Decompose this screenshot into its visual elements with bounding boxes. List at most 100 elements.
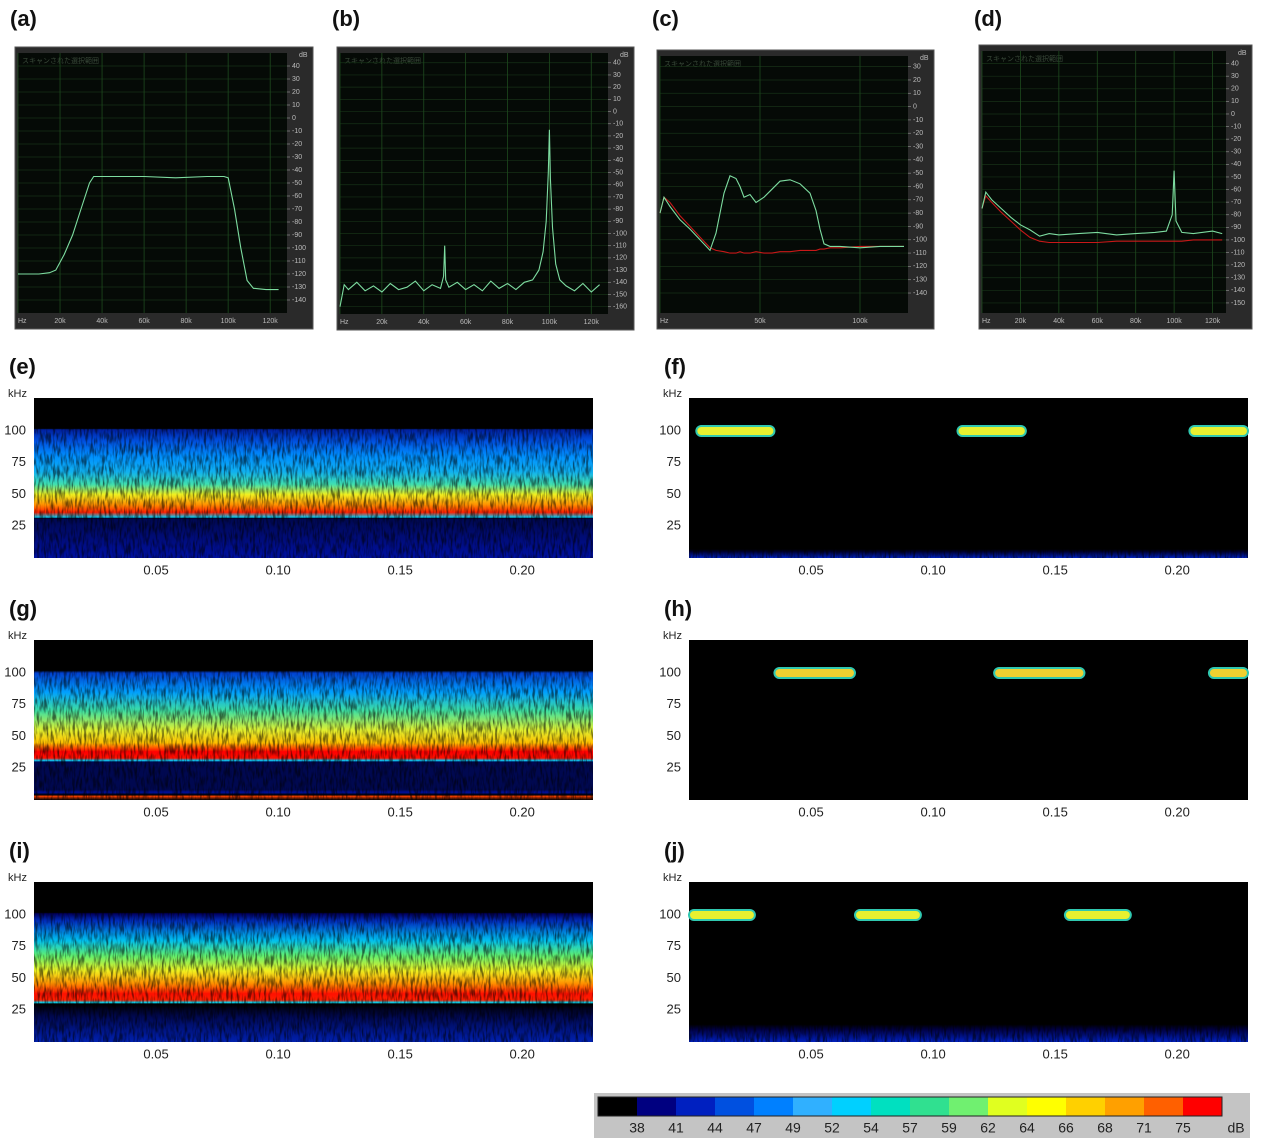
y-axis-label: kHz bbox=[8, 388, 27, 400]
caption: スキャンされた選択範囲 bbox=[22, 56, 99, 65]
y-tick-label: -100 bbox=[1231, 237, 1245, 244]
y-axis-label: kHz bbox=[8, 630, 27, 642]
y-tick-label: -150 bbox=[613, 291, 627, 298]
plot-area bbox=[660, 56, 908, 313]
color-swatch bbox=[1144, 1097, 1183, 1116]
y-tick-label: -120 bbox=[913, 263, 927, 270]
y-tick-label: -30 bbox=[913, 143, 923, 150]
color-swatch bbox=[637, 1097, 676, 1116]
y-tick-label: -140 bbox=[913, 290, 927, 297]
y-tick-label: 25 bbox=[12, 518, 26, 533]
colorbar-tick-label: 71 bbox=[1136, 1120, 1152, 1136]
y-tick-label: -20 bbox=[292, 141, 302, 148]
panel-label: (c) bbox=[652, 6, 679, 31]
y-tick-label: -130 bbox=[613, 267, 627, 274]
y-tick-label: 10 bbox=[1231, 98, 1239, 105]
caption: スキャンされた選択範囲 bbox=[664, 59, 741, 68]
spectrogram-texture bbox=[34, 882, 593, 1042]
y-tick-label: -60 bbox=[1231, 186, 1241, 193]
y-tick-label: -110 bbox=[913, 250, 927, 257]
y-tick-label: -140 bbox=[1231, 287, 1245, 294]
color-swatch bbox=[793, 1097, 832, 1116]
y-tick-label: -130 bbox=[292, 284, 306, 291]
colorbar-tick-label: 64 bbox=[1019, 1120, 1035, 1136]
colorbar-tick-label: 75 bbox=[1175, 1120, 1191, 1136]
color-swatch bbox=[1066, 1097, 1105, 1116]
color-swatch bbox=[832, 1097, 871, 1116]
y-tick-label: 0 bbox=[613, 108, 617, 115]
y-tick-label: 30 bbox=[913, 63, 921, 70]
y-tick-label: 40 bbox=[1231, 60, 1239, 67]
x-tick-label: 0.10 bbox=[920, 562, 945, 577]
y-tick-label: 25 bbox=[667, 760, 681, 775]
y-tick-label: 75 bbox=[667, 454, 681, 469]
y-tick-label: -30 bbox=[613, 145, 623, 152]
color-swatch bbox=[910, 1097, 949, 1116]
y-tick-label: 20 bbox=[1231, 86, 1239, 93]
colorbar-tick-label: 47 bbox=[746, 1120, 762, 1136]
x-tick-label: 0.15 bbox=[1043, 804, 1068, 819]
y-tick-label: -60 bbox=[613, 182, 623, 189]
y-tick-label: 10 bbox=[292, 102, 300, 109]
y-tick-label: -130 bbox=[1231, 275, 1245, 282]
colorbar-tick-label: 57 bbox=[902, 1120, 918, 1136]
pulse bbox=[956, 425, 1027, 438]
y-tick-label: -70 bbox=[292, 206, 302, 213]
y-tick-label: -10 bbox=[292, 128, 302, 135]
y-tick-label: -50 bbox=[913, 170, 923, 177]
y-tick-label: 50 bbox=[667, 970, 681, 985]
y-tick-label: 100 bbox=[659, 664, 681, 679]
color-swatch bbox=[754, 1097, 793, 1116]
spectrum-line bbox=[659, 196, 904, 254]
color-swatch bbox=[715, 1097, 754, 1116]
x-tick-label: 60k bbox=[1092, 318, 1104, 325]
color-swatch bbox=[871, 1097, 910, 1116]
color-swatch bbox=[1027, 1097, 1066, 1116]
y-tick-label: 10 bbox=[913, 90, 921, 97]
pulse bbox=[1063, 909, 1132, 922]
y-tick-label: 100 bbox=[659, 422, 681, 437]
color-swatch bbox=[1105, 1097, 1144, 1116]
y-tick-label: -110 bbox=[613, 243, 627, 250]
x-tick-label: 80k bbox=[502, 319, 514, 326]
spectrogram-texture bbox=[34, 640, 593, 800]
pulse bbox=[773, 667, 856, 680]
x-tick-label: 40k bbox=[96, 318, 108, 325]
spectrogram-texture bbox=[689, 398, 1248, 558]
x-tick-label: 0.20 bbox=[510, 804, 535, 819]
colorbar-tick-label: 41 bbox=[668, 1120, 684, 1136]
y-tick-label: 100 bbox=[659, 906, 681, 921]
y-tick-label: 50 bbox=[667, 486, 681, 501]
x-tick-label: 0.05 bbox=[143, 804, 168, 819]
x-tick-label: 0.05 bbox=[798, 1046, 823, 1061]
colorbar-tick-label: 59 bbox=[941, 1120, 957, 1136]
spectrogram-texture bbox=[689, 882, 1248, 1042]
x-tick-label: 100k bbox=[852, 318, 868, 325]
x-tick-label: 0.15 bbox=[388, 1046, 413, 1061]
colorbar-tick-label: 52 bbox=[824, 1120, 840, 1136]
colorbar-unit: dB bbox=[1227, 1120, 1244, 1136]
y-tick-label: 20 bbox=[913, 77, 921, 84]
colorbar-tick-label: 62 bbox=[980, 1120, 996, 1136]
y-tick-label: -40 bbox=[913, 157, 923, 164]
y-axis-label: kHz bbox=[663, 388, 682, 400]
panel-label: (i) bbox=[9, 838, 30, 863]
panel-label: (h) bbox=[664, 596, 692, 621]
y-tick-label: 100 bbox=[4, 422, 26, 437]
x-tick-label: 120k bbox=[1205, 318, 1221, 325]
y-unit: dB bbox=[1238, 50, 1247, 57]
y-tick-label: -140 bbox=[292, 297, 306, 304]
y-tick-label: -160 bbox=[613, 304, 627, 311]
x-tick-label: 0.05 bbox=[798, 804, 823, 819]
pulse bbox=[688, 909, 756, 922]
y-tick-label: -80 bbox=[292, 219, 302, 226]
y-tick-label: -110 bbox=[292, 258, 306, 265]
x-tick-label: 0.05 bbox=[143, 562, 168, 577]
y-tick-label: -60 bbox=[292, 193, 302, 200]
y-tick-label: 25 bbox=[12, 1002, 26, 1017]
x-tick-label: 120k bbox=[263, 318, 279, 325]
colorbar-outline bbox=[597, 1096, 1223, 1117]
y-tick-label: -100 bbox=[613, 230, 627, 237]
y-tick-label: -40 bbox=[1231, 161, 1241, 168]
